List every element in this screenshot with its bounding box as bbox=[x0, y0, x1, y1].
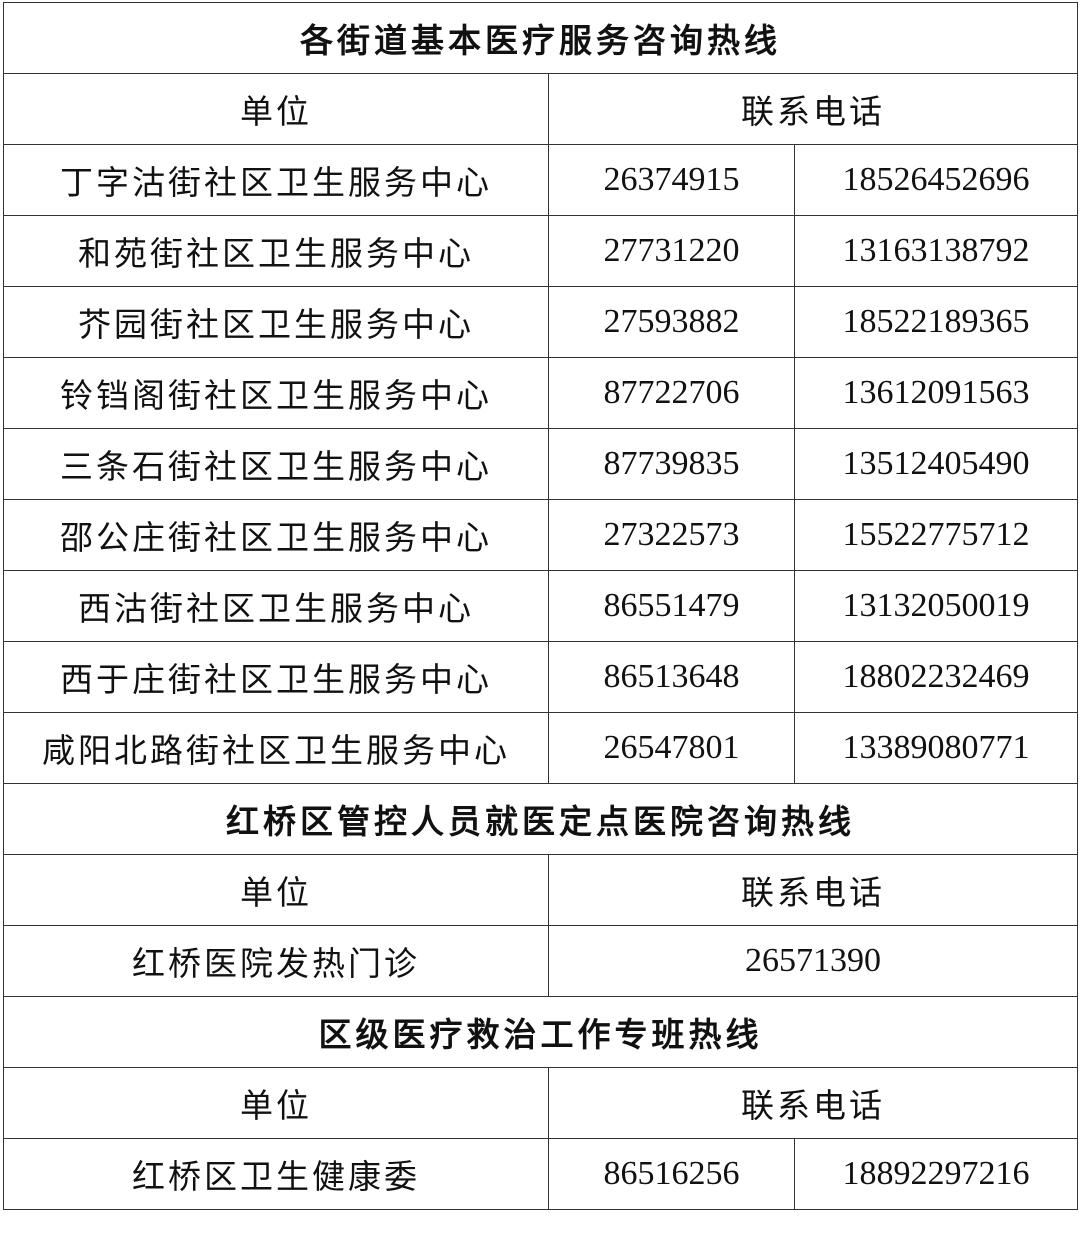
table-row: 西沽街社区卫生服务中心 86551479 13132050019 bbox=[3, 570, 1079, 642]
table-row: 三条石街社区卫生服务中心 87739835 13512405490 bbox=[3, 428, 1079, 500]
header-phone: 联系电话 bbox=[547, 854, 1079, 926]
landline-phone: 86516256 bbox=[548, 1138, 795, 1210]
landline-phone: 87739835 bbox=[548, 428, 795, 500]
mobile-phone: 13389080771 bbox=[793, 712, 1079, 784]
section-title-row: 红桥区管控人员就医定点医院咨询热线 bbox=[2, 783, 1079, 855]
mobile-phone: 13612091563 bbox=[793, 357, 1079, 429]
section-title: 各街道基本医疗服务咨询热线 bbox=[2, 2, 1079, 74]
unit-name: 红桥区卫生健康委 bbox=[3, 1138, 549, 1210]
landline-phone: 27322573 bbox=[548, 499, 795, 571]
landline-phone: 26374915 bbox=[548, 144, 795, 216]
landline-phone: 87722706 bbox=[548, 357, 795, 429]
unit-name: 铃铛阁街社区卫生服务中心 bbox=[3, 357, 549, 429]
unit-name: 西沽街社区卫生服务中心 bbox=[3, 570, 549, 642]
unit-name: 红桥医院发热门诊 bbox=[3, 925, 549, 997]
landline-phone: 86513648 bbox=[548, 641, 795, 713]
landline-phone: 27593882 bbox=[548, 286, 795, 358]
table-row: 红桥区卫生健康委 86516256 18892297216 bbox=[3, 1138, 1079, 1210]
unit-name: 咸阳北路街社区卫生服务中心 bbox=[3, 712, 549, 784]
landline-phone: 26547801 bbox=[548, 712, 795, 784]
mobile-phone: 13132050019 bbox=[793, 570, 1079, 642]
header-phone: 联系电话 bbox=[547, 73, 1079, 145]
mobile-phone: 13163138792 bbox=[793, 215, 1079, 287]
mobile-phone: 18802232469 bbox=[793, 641, 1079, 713]
mobile-phone: 18526452696 bbox=[793, 144, 1079, 216]
section-title-row: 区级医疗救治工作专班热线 bbox=[2, 996, 1079, 1068]
landline-phone: 26571390 bbox=[547, 925, 1079, 997]
table-row: 芥园街社区卫生服务中心 27593882 18522189365 bbox=[3, 286, 1079, 358]
table-row: 铃铛阁街社区卫生服务中心 87722706 13612091563 bbox=[3, 357, 1079, 429]
section-title-row: 各街道基本医疗服务咨询热线 bbox=[2, 2, 1079, 74]
hotline-table: 各街道基本医疗服务咨询热线 单位 联系电话 丁字沽街社区卫生服务中心 26374915 1… bbox=[2, 2, 1079, 1210]
header-row: 单位 联系电话 bbox=[3, 73, 1079, 145]
section-title: 红桥区管控人员就医定点医院咨询热线 bbox=[2, 783, 1079, 855]
landline-phone: 86551479 bbox=[548, 570, 795, 642]
unit-name: 邵公庄街社区卫生服务中心 bbox=[3, 499, 549, 571]
unit-name: 和苑街社区卫生服务中心 bbox=[3, 215, 549, 287]
header-row: 单位 联系电话 bbox=[3, 1067, 1079, 1139]
header-unit: 单位 bbox=[3, 1067, 549, 1139]
header-unit: 单位 bbox=[3, 73, 549, 145]
table-row: 和苑街社区卫生服务中心 27731220 13163138792 bbox=[3, 215, 1079, 287]
table-row: 邵公庄街社区卫生服务中心 27322573 15522775712 bbox=[3, 499, 1079, 571]
mobile-phone: 18892297216 bbox=[793, 1138, 1079, 1210]
unit-name: 三条石街社区卫生服务中心 bbox=[3, 428, 549, 500]
landline-phone: 27731220 bbox=[548, 215, 795, 287]
mobile-phone: 15522775712 bbox=[793, 499, 1079, 571]
mobile-phone: 18522189365 bbox=[793, 286, 1079, 358]
section-title: 区级医疗救治工作专班热线 bbox=[2, 996, 1079, 1068]
table-row: 红桥医院发热门诊 26571390 bbox=[3, 925, 1079, 997]
unit-name: 西于庄街社区卫生服务中心 bbox=[3, 641, 549, 713]
table-row: 西于庄街社区卫生服务中心 86513648 18802232469 bbox=[3, 641, 1079, 713]
header-row: 单位 联系电话 bbox=[3, 854, 1079, 926]
header-phone: 联系电话 bbox=[547, 1067, 1079, 1139]
mobile-phone: 13512405490 bbox=[793, 428, 1079, 500]
table-row: 咸阳北路街社区卫生服务中心 26547801 13389080771 bbox=[3, 712, 1079, 784]
unit-name: 丁字沽街社区卫生服务中心 bbox=[3, 144, 549, 216]
unit-name: 芥园街社区卫生服务中心 bbox=[3, 286, 549, 358]
header-unit: 单位 bbox=[3, 854, 549, 926]
table-row: 丁字沽街社区卫生服务中心 26374915 18526452696 bbox=[3, 144, 1079, 216]
